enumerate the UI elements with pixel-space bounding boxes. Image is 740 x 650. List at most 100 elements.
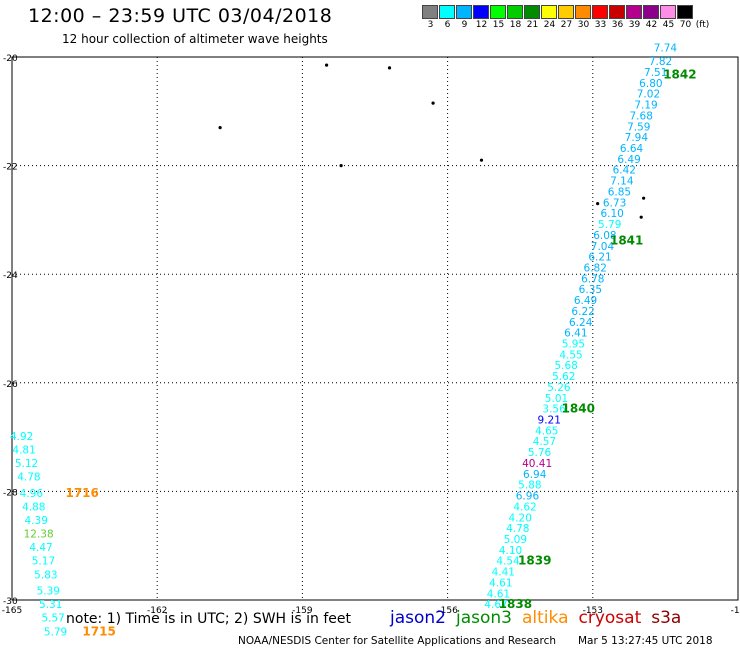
legend-jason2: jason2	[390, 608, 446, 628]
legend-jason3: jason3	[456, 608, 512, 628]
island-marker	[642, 196, 646, 200]
swh-value: 7.04	[591, 241, 615, 253]
swh-value: 7.74	[654, 43, 678, 55]
color-scale-cell: 24	[541, 5, 558, 31]
satellite-legend: jason2 jason3 altika cryosat s3a	[390, 608, 691, 628]
footer-note: note: 1) Time is in UTC; 2) SWH is in fe…	[66, 611, 352, 627]
color-scale-cell: 12	[473, 5, 490, 31]
color-scale-cell: 39	[626, 5, 643, 31]
swh-value: 4.65	[535, 425, 558, 437]
swh-value: 6.10	[600, 208, 623, 220]
island-marker	[387, 66, 392, 70]
chart-title: 12:00 – 23:59 UTC 03/04/2018	[28, 5, 333, 27]
island-marker	[325, 63, 329, 67]
swh-value: 5.62	[552, 371, 575, 383]
swh-value: 4.47	[29, 542, 52, 554]
island-marker	[218, 125, 222, 130]
swh-value: 5.68	[554, 360, 577, 372]
credit-text: NOAA/NESDIS Center for Satellite Applica…	[238, 635, 556, 647]
color-swatch	[490, 5, 506, 19]
swh-value: 5.31	[39, 599, 62, 611]
pass-time-label: 1838	[499, 597, 532, 611]
swh-value: 6.24	[569, 317, 593, 329]
swh-value: 5.83	[34, 569, 57, 581]
swh-value: 6.21	[588, 252, 611, 264]
color-scale-label: 24	[543, 20, 556, 30]
color-swatch	[541, 5, 557, 19]
swh-value: 4.62	[513, 501, 536, 513]
swh-value: 5.39	[37, 586, 60, 598]
pass-time-label: 1839	[518, 554, 551, 568]
color-scale-label: 27	[560, 20, 573, 30]
color-swatch	[609, 5, 625, 19]
swh-value: 7.59	[627, 121, 650, 133]
island-marker	[339, 164, 343, 168]
swh-value: 6.73	[603, 197, 626, 209]
color-scale-cell: 45	[660, 5, 677, 31]
color-scale-cell: 27	[558, 5, 575, 31]
swh-value: 4.88	[22, 501, 45, 513]
color-swatch	[507, 5, 523, 19]
color-swatch	[558, 5, 574, 19]
color-swatch	[626, 5, 642, 19]
color-swatch	[473, 5, 489, 19]
color-scale-cell: 3	[422, 5, 439, 31]
color-scale-label: 45	[662, 20, 675, 30]
swh-value: 4.78	[506, 523, 529, 535]
color-swatch	[524, 5, 540, 19]
swh-value: 12.38	[24, 529, 54, 541]
swh-value: 6.64	[620, 143, 644, 155]
color-scale-label: 21	[526, 20, 539, 30]
color-swatch	[660, 5, 676, 19]
swh-value: 7.14	[610, 176, 634, 188]
color-swatch	[643, 5, 659, 19]
swh-value: 6.42	[613, 165, 636, 177]
swh-value: 6.78	[581, 273, 604, 285]
color-scale-label: 3	[427, 20, 434, 30]
swh-value: 6.35	[579, 284, 602, 296]
pass-time-label: 1716	[65, 486, 98, 500]
color-scale-label: 33	[594, 20, 607, 30]
color-scale-cell: 9	[456, 5, 473, 31]
color-swatch	[592, 5, 608, 19]
swh-value: 7.51	[644, 67, 667, 79]
swh-value: 5.17	[32, 556, 55, 568]
swh-value: 6.41	[564, 328, 587, 340]
y-tick-label: -26	[3, 380, 18, 390]
island-marker	[431, 101, 435, 105]
pass-time-label: 1841	[610, 233, 643, 247]
swh-value: 5.09	[504, 534, 527, 546]
color-swatch	[575, 5, 591, 19]
x-tick-label: -159	[292, 606, 313, 616]
swh-value: 7.94	[625, 132, 649, 144]
swh-value: 4.92	[10, 431, 33, 443]
pass-time-label: 1842	[663, 68, 696, 82]
color-scale-label: 30	[577, 20, 590, 30]
color-scale-label: 36	[611, 20, 624, 30]
swh-value: 3.56	[542, 404, 566, 416]
color-scale-cell: 70	[677, 5, 694, 31]
swh-value: 4.20	[509, 512, 532, 524]
swh-value: 5.88	[518, 480, 541, 492]
color-scale-cell: 33	[592, 5, 609, 31]
color-swatch	[456, 5, 472, 19]
swh-value: 4.57	[533, 436, 556, 448]
swh-value: 7.19	[634, 100, 657, 112]
y-tick-label: -22	[3, 163, 18, 173]
swh-value: 5.95	[562, 339, 585, 351]
color-scale-label: 39	[628, 20, 641, 30]
generated-timestamp: Mar 5 13:27:45 UTC 2018	[578, 635, 713, 647]
island-marker	[596, 202, 600, 206]
legend-s3a: s3a	[651, 608, 682, 628]
swh-value: 6.82	[584, 262, 607, 274]
y-tick-label: -30	[3, 597, 18, 607]
swh-value: 4.78	[17, 472, 40, 484]
swh-value: 4.67	[484, 599, 507, 611]
color-scale-unit: (ft)	[695, 20, 710, 30]
swh-value: 6.94	[523, 469, 547, 481]
x-tick-label: -165	[2, 606, 22, 616]
swh-value: 40.41	[522, 458, 552, 470]
swh-value: 6.80	[639, 78, 662, 90]
swh-value: 7.68	[630, 110, 653, 122]
